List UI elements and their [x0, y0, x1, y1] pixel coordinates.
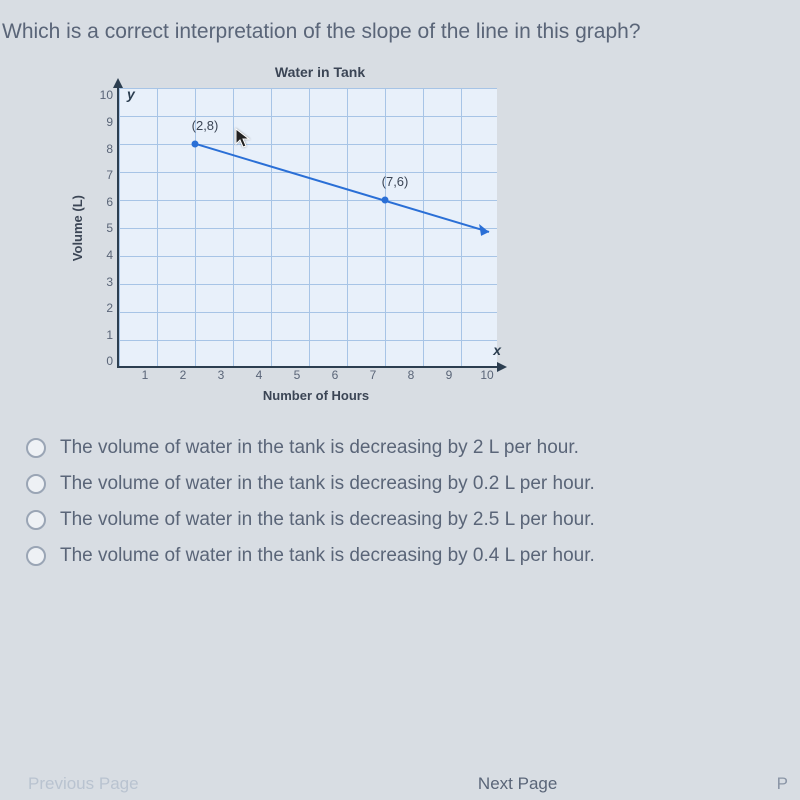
previous-page-button[interactable]: Previous Page: [28, 774, 139, 794]
page-indicator: P: [777, 774, 788, 794]
point-label: (7,6): [382, 174, 409, 189]
y-ticks: 109876543210: [95, 88, 113, 368]
data-point: [192, 141, 199, 148]
x-ticks: 12345678910: [126, 368, 506, 382]
option-text: The volume of water in the tank is decre…: [60, 437, 579, 459]
radio-icon[interactable]: [26, 474, 46, 494]
radio-icon[interactable]: [26, 510, 46, 530]
plot-area: y x (2,8) (7,6): [117, 88, 497, 368]
option-d[interactable]: The volume of water in the tank is decre…: [26, 545, 794, 567]
mouse-cursor-icon: [235, 128, 251, 150]
radio-icon[interactable]: [26, 438, 46, 458]
option-text: The volume of water in the tank is decre…: [60, 545, 595, 567]
data-point: [382, 197, 389, 204]
option-text: The volume of water in the tank is decre…: [60, 473, 595, 495]
radio-icon[interactable]: [26, 546, 46, 566]
option-text: The volume of water in the tank is decre…: [60, 509, 595, 531]
next-page-button[interactable]: Next Page: [478, 774, 557, 794]
answer-options: The volume of water in the tank is decre…: [26, 437, 794, 567]
question-text: Which is a correct interpretation of the…: [2, 18, 784, 46]
footer-nav: Previous Page Next Page P: [0, 774, 800, 794]
point-label: (2,8): [192, 118, 219, 133]
option-c[interactable]: The volume of water in the tank is decre…: [26, 509, 794, 531]
data-line: [119, 88, 497, 366]
y-axis-arrow-icon: [113, 78, 123, 88]
option-a[interactable]: The volume of water in the tank is decre…: [26, 437, 794, 459]
x-axis-label: Number of Hours: [126, 388, 506, 403]
option-b[interactable]: The volume of water in the tank is decre…: [26, 473, 794, 495]
y-axis-label: Volume (L): [70, 195, 85, 261]
chart: Water in Tank Volume (L) 109876543210 y …: [70, 64, 540, 403]
x-axis-arrow-icon: [497, 362, 507, 372]
chart-title: Water in Tank: [100, 64, 540, 80]
